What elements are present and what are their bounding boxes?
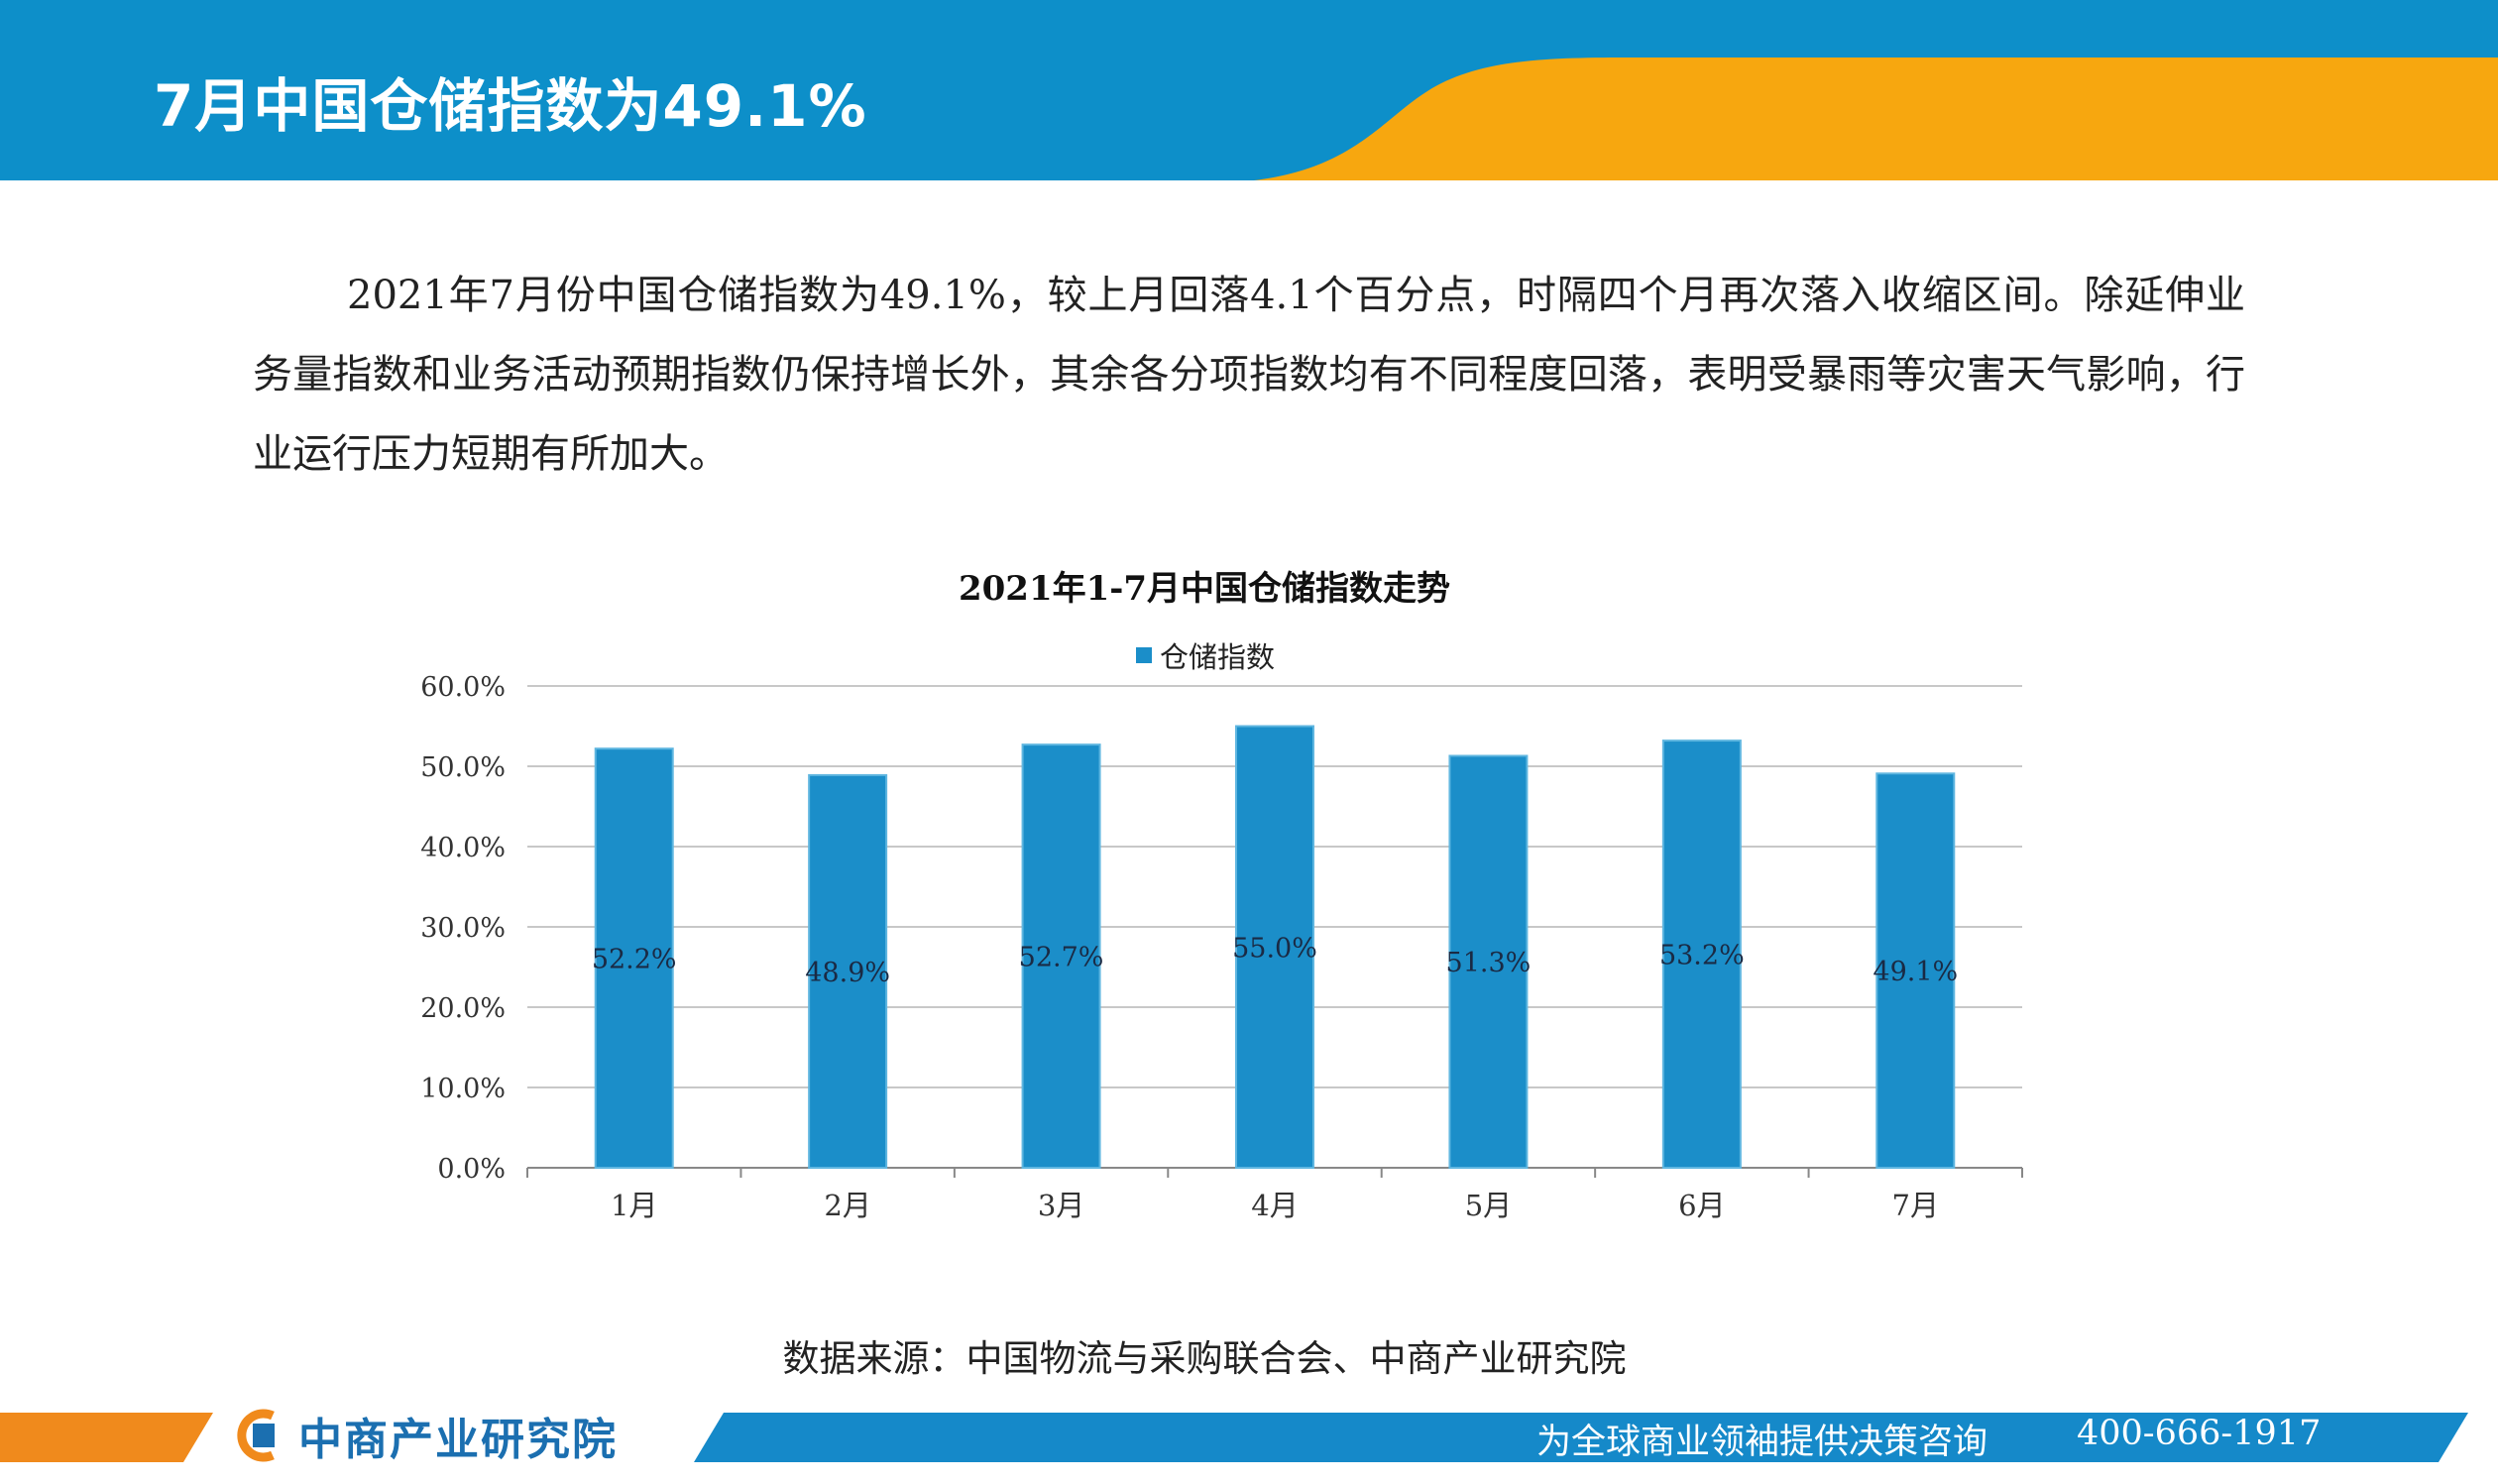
y-tick-label: 0.0%: [437, 1154, 506, 1185]
bar: [1448, 754, 1529, 1169]
bar: [594, 747, 674, 1169]
bar: [1235, 725, 1314, 1169]
data-source: 数据来源：中国物流与采购联合会、中商产业研究院: [782, 1337, 1627, 1380]
y-tick-label: 60.0%: [420, 672, 506, 703]
chart-title: 2021年1-7月中国仓储指数走势: [958, 569, 1451, 609]
x-tick-label: 4月: [1251, 1189, 1298, 1222]
data-label: 52.7%: [1019, 943, 1104, 973]
footer-banner: [0, 1413, 2468, 1462]
x-tick-label: 1月: [611, 1189, 657, 1222]
data-label: 52.2%: [592, 945, 677, 975]
page-title: 7月中国仓储指数为49.1%: [154, 72, 867, 140]
x-tick-label: 5月: [1465, 1189, 1512, 1222]
bar: [1661, 740, 1742, 1170]
footer-slogan: 为全球商业领袖提供决策咨询: [1536, 1423, 1988, 1462]
footer-logo-text: 中商产业研究院: [298, 1415, 618, 1465]
y-tick-label: 20.0%: [420, 993, 506, 1024]
y-tick-label: 50.0%: [420, 752, 506, 783]
bar: [1021, 743, 1101, 1169]
x-tick-label: 6月: [1678, 1189, 1725, 1222]
footer-phone: 400-666-1917: [2077, 1414, 2322, 1453]
intro-paragraph: 2021年7月份中国仓储指数为49.1%，较上月回落4.1个百分点，时隔四个月再…: [253, 273, 2245, 477]
bar: [1875, 772, 1956, 1169]
x-tick-label: 2月: [824, 1189, 870, 1222]
y-tick-label: 30.0%: [420, 913, 506, 944]
x-tick-label: 7月: [1892, 1189, 1939, 1222]
bar: [808, 773, 888, 1169]
header-banner: [0, 0, 2498, 180]
y-tick-label: 40.0%: [420, 833, 506, 863]
y-tick-label: 10.0%: [420, 1074, 506, 1104]
chart-legend: 仓储指数: [1136, 634, 1275, 676]
x-tick-label: 3月: [1038, 1189, 1084, 1222]
footer-logo: 中商产业研究院: [233, 1406, 618, 1465]
data-label: 49.1%: [1873, 957, 1958, 987]
data-label: 53.2%: [1659, 941, 1745, 971]
data-label: 48.9%: [805, 958, 890, 988]
data-label: 51.3%: [1446, 948, 1532, 978]
legend-label: 仓储指数: [1160, 640, 1276, 674]
data-label: 55.0%: [1232, 933, 1317, 964]
legend-swatch: [1136, 647, 1152, 663]
logo-icon: [237, 1409, 275, 1462]
